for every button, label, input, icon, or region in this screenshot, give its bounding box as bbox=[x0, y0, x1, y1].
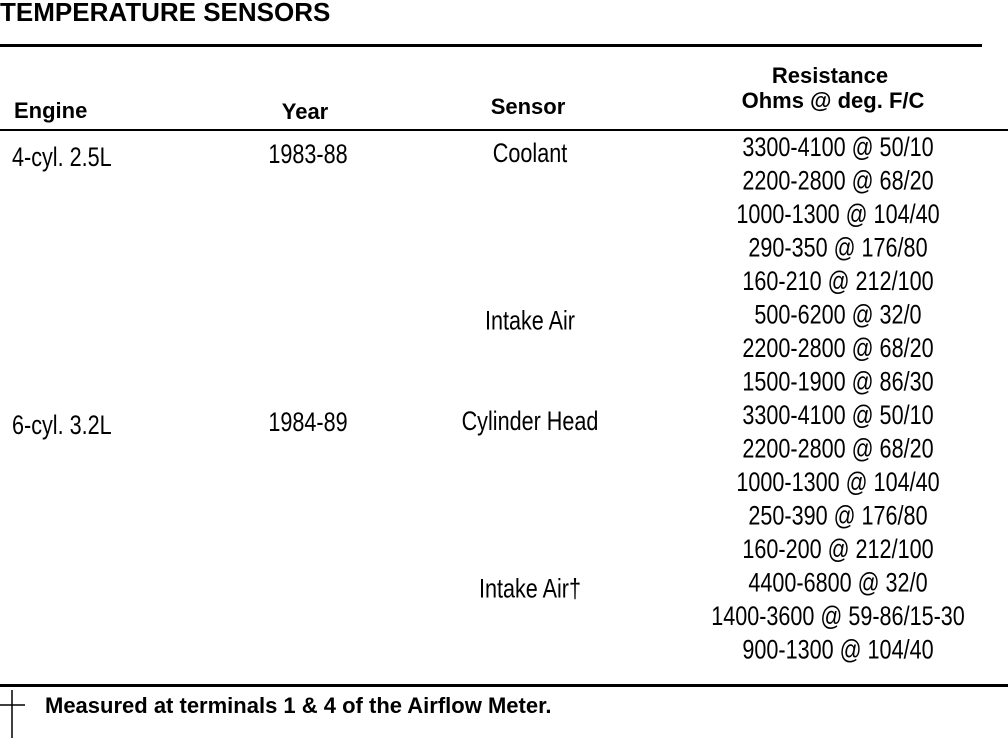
header-sensor: Sensor bbox=[491, 94, 566, 119]
resistance: 1400-3600 @ 59-86/15-30 bbox=[711, 602, 965, 632]
engine: 6-cyl. 3.2L bbox=[12, 411, 112, 441]
title: TEMPERATURE SENSORS bbox=[0, 0, 330, 27]
resistance: 290-350 @ 176/80 bbox=[748, 233, 927, 263]
year: 1984-89 bbox=[268, 408, 347, 438]
resistance: 250-390 @ 176/80 bbox=[748, 501, 927, 531]
footnote: Measured at terminals 1 & 4 of the Airfl… bbox=[45, 693, 552, 718]
table-body: 4-cyl. 2.5L 1983-88 Coolant 3300-4100 @ 50/… bbox=[12, 133, 965, 665]
sensor: Cylinder Head bbox=[462, 407, 599, 437]
sensor: Intake Air bbox=[485, 306, 575, 336]
resistance: 500-6200 @ 32/0 bbox=[754, 300, 921, 330]
resistance: 2200-2800 @ 68/20 bbox=[742, 166, 933, 196]
resistance: 160-210 @ 212/100 bbox=[742, 267, 933, 297]
header-year: Year bbox=[282, 99, 329, 124]
resistance: 4400-6800 @ 32/0 bbox=[748, 568, 927, 598]
header-rule bbox=[0, 129, 1008, 131]
resistance: 900-1300 @ 104/40 bbox=[742, 635, 933, 665]
bottom-rule bbox=[0, 684, 1008, 687]
resistance: 1500-1900 @ 86/30 bbox=[742, 367, 933, 397]
resistance: 2200-2800 @ 68/20 bbox=[742, 434, 933, 464]
sensor: Intake Air† bbox=[479, 574, 581, 604]
top-rule bbox=[0, 44, 982, 47]
resistance: 1000-1300 @ 104/40 bbox=[736, 200, 939, 230]
header-engine: Engine bbox=[14, 98, 87, 123]
header-resistance: Resistance bbox=[772, 63, 888, 88]
sensor: Coolant bbox=[493, 139, 568, 169]
resistance: 160-200 @ 212/100 bbox=[742, 535, 933, 565]
resistance: 3300-4100 @ 50/10 bbox=[742, 401, 933, 431]
resistance: 1000-1300 @ 104/40 bbox=[736, 468, 939, 498]
resistance: 2200-2800 @ 68/20 bbox=[742, 334, 933, 364]
year: 1983-88 bbox=[268, 140, 347, 170]
resistance: 3300-4100 @ 50/10 bbox=[742, 133, 933, 163]
header-units: Ohms @ deg. F/C bbox=[742, 88, 925, 113]
engine: 4-cyl. 2.5L bbox=[12, 143, 112, 173]
